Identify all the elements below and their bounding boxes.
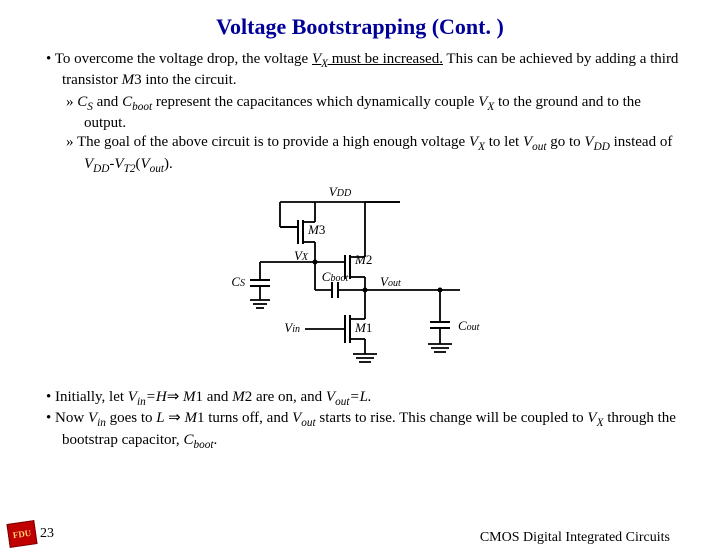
content-block: To overcome the voltage drop, the voltag… [0,50,720,452]
svg-text:VDD: VDD [329,184,352,199]
svg-text:M2: M2 [354,252,372,267]
svg-text:Vout: Vout [380,274,401,289]
svg-text:VX: VX [294,248,309,263]
bullet-1: To overcome the voltage drop, the voltag… [62,50,682,176]
slide-title: Voltage Bootstrapping (Cont. ) [0,14,720,40]
footer-text: CMOS Digital Integrated Circuits [480,530,670,546]
sub-bullet-1: CS and Cboot represent the capacitances … [84,93,682,134]
svg-text:Cout: Cout [458,318,480,333]
sub-bullet-2: The goal of the above circuit is to prov… [84,133,682,176]
bullet-3: Now Vin goes to L ⇒ M1 turns off, and Vo… [62,409,682,452]
circuit-diagram: VDD M3 VX CS [38,182,682,382]
svg-text:Vin: Vin [284,320,300,335]
svg-text:M1: M1 [354,320,372,335]
footer-left: FDU 23 [8,522,54,546]
svg-text:M3: M3 [307,222,325,237]
bullet-2: Initially, let Vin=H⇒ M1 and M2 are on, … [62,388,682,409]
svg-text:CS: CS [231,274,245,289]
logo-badge: FDU [6,520,37,548]
